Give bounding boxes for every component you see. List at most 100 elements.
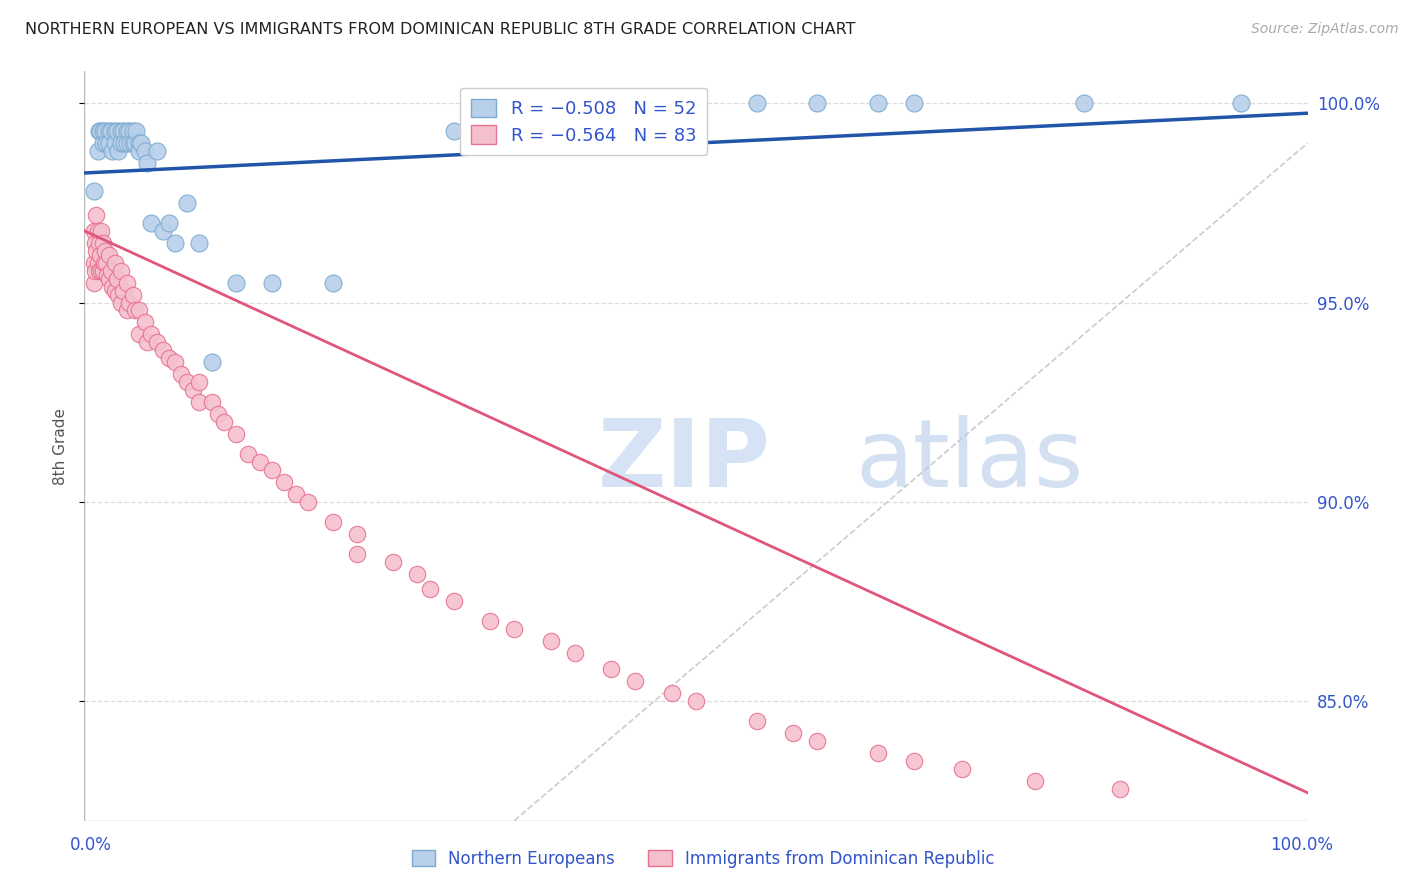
Point bbox=[128, 303, 150, 318]
Point bbox=[685, 694, 707, 708]
Point bbox=[128, 136, 150, 150]
Point bbox=[87, 235, 110, 250]
Text: 0.0%: 0.0% bbox=[69, 836, 111, 854]
Point bbox=[236, 447, 259, 461]
Point bbox=[83, 224, 105, 238]
Point bbox=[285, 487, 308, 501]
Point bbox=[188, 376, 211, 390]
Point bbox=[165, 235, 187, 250]
Point bbox=[100, 263, 122, 277]
Point bbox=[176, 376, 198, 390]
Point bbox=[91, 263, 114, 277]
Point bbox=[89, 124, 111, 138]
Point bbox=[207, 407, 229, 421]
Point bbox=[115, 124, 138, 138]
Point bbox=[112, 124, 135, 138]
Point bbox=[134, 144, 156, 158]
Point bbox=[146, 144, 169, 158]
Point bbox=[200, 395, 222, 409]
Point bbox=[90, 263, 112, 277]
Point bbox=[225, 276, 247, 290]
Point bbox=[104, 255, 127, 269]
Point bbox=[146, 335, 169, 350]
Point bbox=[782, 726, 804, 740]
Point bbox=[443, 594, 465, 608]
Point bbox=[600, 662, 623, 676]
Point bbox=[105, 271, 128, 285]
Point bbox=[96, 136, 118, 150]
Point bbox=[903, 96, 925, 111]
Point bbox=[94, 124, 117, 138]
Point bbox=[624, 674, 647, 689]
Point bbox=[93, 255, 115, 269]
Point bbox=[1230, 96, 1253, 111]
Point bbox=[176, 195, 198, 210]
Text: atlas: atlas bbox=[855, 415, 1083, 507]
Point bbox=[297, 495, 319, 509]
Point bbox=[90, 224, 112, 238]
Point bbox=[120, 136, 142, 150]
Point bbox=[86, 255, 108, 269]
Point bbox=[101, 279, 124, 293]
Point bbox=[952, 762, 974, 776]
Point bbox=[139, 216, 162, 230]
Text: ZIP: ZIP bbox=[598, 415, 770, 507]
Point bbox=[86, 144, 108, 158]
Point bbox=[152, 343, 174, 358]
Point bbox=[866, 746, 889, 760]
Point bbox=[84, 263, 107, 277]
Point bbox=[866, 96, 889, 111]
Legend: R = −0.508   N = 52, R = −0.564   N = 83: R = −0.508 N = 52, R = −0.564 N = 83 bbox=[460, 88, 707, 155]
Point bbox=[125, 124, 148, 138]
Point bbox=[322, 515, 344, 529]
Point bbox=[136, 335, 159, 350]
Point bbox=[96, 268, 118, 282]
Point bbox=[406, 566, 429, 581]
Point bbox=[346, 526, 368, 541]
Point bbox=[443, 124, 465, 138]
Point bbox=[115, 136, 138, 150]
Point bbox=[121, 124, 143, 138]
Point bbox=[91, 124, 114, 138]
Point bbox=[212, 415, 235, 429]
Point bbox=[105, 124, 128, 138]
Point bbox=[157, 216, 180, 230]
Point bbox=[97, 271, 120, 285]
Point bbox=[134, 315, 156, 329]
Point bbox=[806, 96, 828, 111]
Point bbox=[112, 136, 135, 150]
Point bbox=[124, 303, 146, 318]
Point bbox=[97, 124, 120, 138]
Point bbox=[322, 276, 344, 290]
Point bbox=[104, 284, 127, 298]
Point bbox=[1108, 781, 1130, 796]
Point bbox=[467, 124, 489, 138]
Point bbox=[89, 248, 111, 262]
Point bbox=[124, 136, 146, 150]
Point bbox=[107, 287, 129, 301]
Point bbox=[745, 96, 768, 111]
Point bbox=[806, 734, 828, 748]
Point bbox=[249, 455, 271, 469]
Point bbox=[661, 686, 683, 700]
Point bbox=[262, 463, 284, 477]
Text: NORTHERN EUROPEAN VS IMMIGRANTS FROM DOMINICAN REPUBLIC 8TH GRADE CORRELATION CH: NORTHERN EUROPEAN VS IMMIGRANTS FROM DOM… bbox=[25, 22, 856, 37]
Point bbox=[157, 351, 180, 366]
Point bbox=[129, 136, 152, 150]
Point bbox=[107, 144, 129, 158]
Point bbox=[87, 263, 110, 277]
Point bbox=[100, 124, 122, 138]
Point bbox=[479, 615, 502, 629]
Text: 100.0%: 100.0% bbox=[1270, 836, 1333, 854]
Point bbox=[104, 124, 127, 138]
Point bbox=[418, 582, 440, 597]
Point bbox=[83, 255, 105, 269]
Point bbox=[86, 208, 108, 222]
Point bbox=[152, 224, 174, 238]
Point bbox=[382, 555, 405, 569]
Point bbox=[115, 276, 138, 290]
Point bbox=[503, 623, 526, 637]
Point bbox=[188, 235, 211, 250]
Point bbox=[112, 284, 135, 298]
Point bbox=[262, 276, 284, 290]
